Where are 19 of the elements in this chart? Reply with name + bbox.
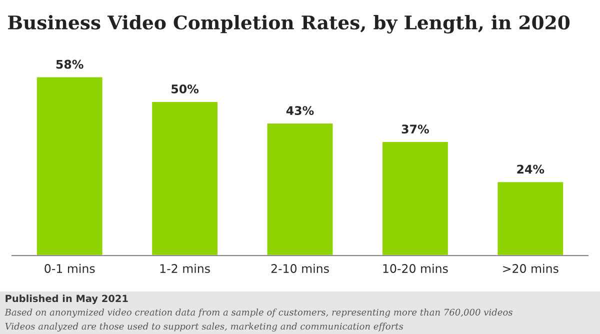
text: Videos analyzed are those used to support sales, marketing and communication efforts [5,322,404,332]
x-tick-label: 1-2 mins [160,264,210,273]
x-tick-label: 0-1 mins [44,264,95,273]
x-tick-label: 10-20 mins [383,264,448,273]
bar [35,76,104,256]
x-tick-label: 2-10 mins [271,264,329,273]
data-label: 58% [56,60,84,69]
text: Published in May 2021 [6,294,128,304]
bar [496,180,565,256]
bar [150,100,219,256]
bar [381,140,450,256]
data-label: 37% [402,124,429,134]
x-tick-label: >20 mins [503,264,558,273]
bar [266,122,334,256]
chart-title: Business Video Completion Rates, by Length, in 2020 [8,15,570,34]
data-label: 50% [172,84,199,94]
text: Based on anonymized video creation data from a sample of customers, representing more than 760,000 videos [4,308,512,318]
data-label: 43% [286,106,314,116]
data-label: 24% [517,164,544,174]
